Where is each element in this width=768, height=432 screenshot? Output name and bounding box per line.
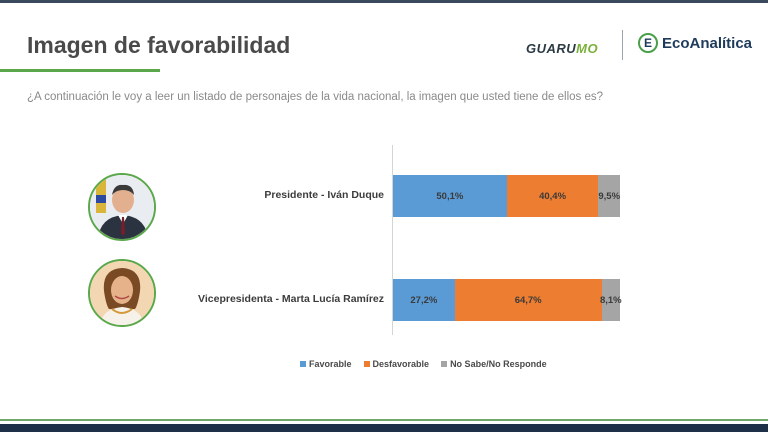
category-label-1: Vicepresidenta - Marta Lucía Ramírez xyxy=(198,293,384,305)
legend-item-favorable: Favorable xyxy=(300,359,352,369)
ecoanalitica-logo: E EcoAnalítica xyxy=(638,32,752,54)
survey-question: ¿A continuación le voy a leer un listado… xyxy=(27,91,604,103)
data-label-no-sabe-no-responde-0: 9,5% xyxy=(598,190,621,202)
bar-segment-desfavorable-1: 64,7% xyxy=(454,279,602,321)
guarumo-logo-accent: MO xyxy=(576,41,599,56)
data-label-favorable-0: 50,1% xyxy=(436,190,464,202)
logo-separator xyxy=(622,30,623,60)
ecoanalitica-logo-text: EcoAnalítica xyxy=(662,34,753,52)
avatar-ivan-duque xyxy=(88,173,156,241)
legend-label-no-sabe-no-responde: No Sabe/No Responde xyxy=(450,359,547,369)
bar-segment-no-sabe-no-responde-0: 9,5% xyxy=(598,175,620,217)
avatar-marta-lucia-ramirez xyxy=(88,259,156,327)
legend-swatch-desfavorable xyxy=(363,361,370,367)
legend-label-desfavorable: Desfavorable xyxy=(372,359,430,369)
bar-segment-favorable-0: 50,1% xyxy=(393,175,507,217)
bar-segment-favorable-1: 27,2% xyxy=(393,279,455,321)
legend-swatch-favorable xyxy=(300,361,306,367)
ecoanalitica-logo-icon: E xyxy=(638,33,658,53)
chart-legend: Favorable Desfavorable No Sabe/No Responde xyxy=(300,359,559,369)
portrait-woman-icon xyxy=(90,261,154,325)
page-title: Imagen de favorabilidad xyxy=(27,32,291,58)
data-label-no-sabe-no-responde-1: 8,1% xyxy=(599,294,622,306)
stacked-bar-0: 50,1% 40,4% 9,5% xyxy=(393,175,620,217)
data-label-desfavorable-0: 40,4% xyxy=(539,190,567,202)
footer-bar xyxy=(0,424,768,432)
legend-swatch-no-sabe-no-responde xyxy=(441,361,448,367)
data-label-desfavorable-1: 64,7% xyxy=(514,294,542,306)
bar-segment-desfavorable-0: 40,4% xyxy=(506,175,599,217)
top-accent-bar xyxy=(0,0,768,3)
legend-label-favorable: Favorable xyxy=(309,359,352,369)
category-label-0: Presidente - Iván Duque xyxy=(264,189,384,201)
title-underline xyxy=(0,69,160,72)
legend-item-desfavorable: Desfavorable xyxy=(363,359,430,369)
guarumo-logo-main: GUARU xyxy=(526,41,577,56)
data-label-favorable-1: 27,2% xyxy=(410,294,438,306)
guarumo-logo: GUARUMO xyxy=(526,41,598,56)
bar-segment-no-sabe-no-responde-1: 8,1% xyxy=(599,279,622,321)
footer-accent-line xyxy=(0,419,768,421)
portrait-man-icon xyxy=(90,175,154,239)
legend-item-no-sabe-no-responde: No Sabe/No Responde xyxy=(441,359,547,369)
stacked-bar-1: 27,2% 64,7% 8,1% xyxy=(393,279,622,321)
chart-axis-line xyxy=(392,145,393,335)
